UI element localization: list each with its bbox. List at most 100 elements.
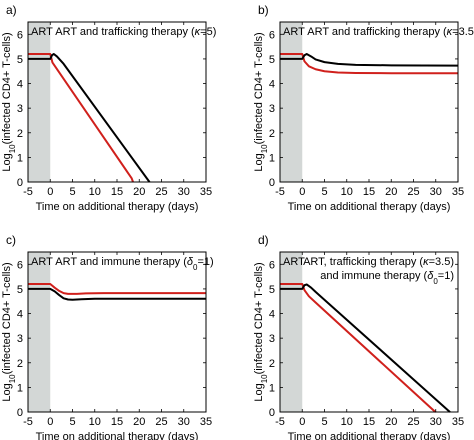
- x-tick-label: -5: [23, 186, 33, 198]
- y-axis-label: Log10(infected CD4+ T-cells): [253, 262, 269, 401]
- x-tick-label: 20: [133, 416, 145, 428]
- x-tick-label: 15: [111, 186, 123, 198]
- y-tick-label: 3: [269, 333, 275, 345]
- panel-annotation: ART and immune therapy (δ0=1): [55, 256, 213, 272]
- art-shaded-region: [28, 252, 51, 412]
- y-axis-label: Log10(infected CD4+ T-cells): [253, 32, 269, 171]
- x-tick-label: -5: [275, 186, 285, 198]
- y-tick-label: 4: [17, 309, 23, 321]
- art-region-label: ART: [31, 26, 53, 38]
- y-tick-label: 2: [269, 128, 275, 140]
- y-tick-label: 2: [17, 358, 23, 370]
- series-line-red: [28, 283, 206, 295]
- y-tick-label: 6: [17, 29, 23, 41]
- art-shaded-region: [280, 252, 303, 412]
- y-tick-label: 0: [269, 177, 275, 189]
- y-tick-label: 6: [269, 29, 275, 41]
- x-tick-label: 20: [385, 186, 397, 198]
- x-tick-label: 20: [385, 416, 397, 428]
- y-tick-label: 4: [269, 309, 275, 321]
- series-line-black: [280, 283, 451, 413]
- art-region-label: ART: [283, 26, 305, 38]
- x-tick-label: 0: [47, 186, 53, 198]
- x-tick-label: 10: [341, 416, 353, 428]
- y-tick-label: 4: [269, 79, 275, 91]
- series-line-red: [280, 53, 458, 75]
- x-tick-label: 25: [155, 416, 167, 428]
- panel-letter: b): [258, 3, 269, 17]
- x-tick-label: 25: [155, 186, 167, 198]
- x-tick-label: -5: [23, 416, 33, 428]
- x-tick-label: 25: [407, 186, 419, 198]
- art-region-label: ART: [283, 256, 305, 268]
- art-region-label: ART: [31, 256, 53, 268]
- panel-letter: c): [6, 233, 16, 247]
- panel-letter: d): [258, 233, 269, 247]
- panel-annotation: ART, trafficking therapy (κ=3.5): [303, 256, 454, 268]
- y-tick-label: 4: [17, 79, 23, 91]
- y-tick-label: 2: [269, 358, 275, 370]
- y-tick-label: 1: [269, 382, 275, 394]
- y-tick-label: 2: [17, 128, 23, 140]
- panel-annotation: ART and trafficking therapy (κ=3.5): [307, 26, 474, 38]
- y-tick-label: 3: [269, 103, 275, 115]
- x-tick-label: 30: [430, 416, 442, 428]
- y-tick-label: 1: [269, 152, 275, 164]
- x-tick-label: 35: [452, 416, 464, 428]
- y-tick-label: 0: [17, 177, 23, 189]
- x-tick-label: 15: [363, 186, 375, 198]
- y-tick-label: 6: [17, 259, 23, 271]
- art-shaded-region: [28, 22, 51, 182]
- x-tick-label: 15: [363, 416, 375, 428]
- series-line-black: [28, 53, 151, 183]
- y-tick-label: 1: [17, 382, 23, 394]
- x-axis-label: Time on additional therapy (days): [36, 201, 199, 213]
- x-tick-label: 15: [111, 416, 123, 428]
- x-tick-label: 35: [452, 186, 464, 198]
- x-tick-label: 30: [178, 186, 190, 198]
- y-axis-label: Log10(infected CD4+ T-cells): [1, 32, 17, 171]
- x-tick-label: 5: [321, 186, 327, 198]
- x-tick-label: 10: [89, 186, 101, 198]
- x-axis-label: Time on additional therapy (days): [288, 431, 451, 440]
- axes-box: [27, 251, 207, 413]
- series-line-red: [28, 53, 134, 183]
- y-tick-label: 0: [269, 407, 275, 419]
- x-axis-label: Time on additional therapy (days): [36, 431, 199, 440]
- y-tick-label: 5: [17, 284, 23, 296]
- y-tick-label: 5: [17, 54, 23, 66]
- x-tick-label: 5: [69, 186, 75, 198]
- y-tick-label: 3: [17, 333, 23, 345]
- x-axis-label: Time on additional therapy (days): [288, 201, 451, 213]
- x-tick-label: 30: [178, 416, 190, 428]
- y-tick-label: 6: [269, 259, 275, 271]
- x-tick-label: 30: [430, 186, 442, 198]
- x-tick-label: 10: [341, 186, 353, 198]
- x-tick-label: 10: [89, 416, 101, 428]
- x-tick-label: 0: [299, 416, 305, 428]
- x-tick-label: 35: [200, 416, 212, 428]
- y-tick-label: 5: [269, 284, 275, 296]
- y-tick-label: 5: [269, 54, 275, 66]
- y-tick-label: 3: [17, 103, 23, 115]
- panel-annotation-line2: and immune therapy (δ0=1): [320, 270, 454, 286]
- y-axis-label: Log10(infected CD4+ T-cells): [1, 262, 17, 401]
- x-tick-label: 35: [200, 186, 212, 198]
- x-tick-label: 0: [299, 186, 305, 198]
- panel-annotation: ART and trafficking therapy (κ=5): [55, 26, 216, 38]
- axes-box: [279, 21, 459, 183]
- y-tick-label: 0: [17, 407, 23, 419]
- series-line-black: [280, 53, 459, 67]
- panel-letter: a): [6, 3, 17, 17]
- x-tick-label: -5: [275, 416, 285, 428]
- series-line-black: [28, 287, 206, 301]
- series-line-red: [280, 283, 437, 413]
- x-tick-label: 0: [47, 416, 53, 428]
- x-tick-label: 20: [133, 186, 145, 198]
- x-tick-label: 5: [69, 416, 75, 428]
